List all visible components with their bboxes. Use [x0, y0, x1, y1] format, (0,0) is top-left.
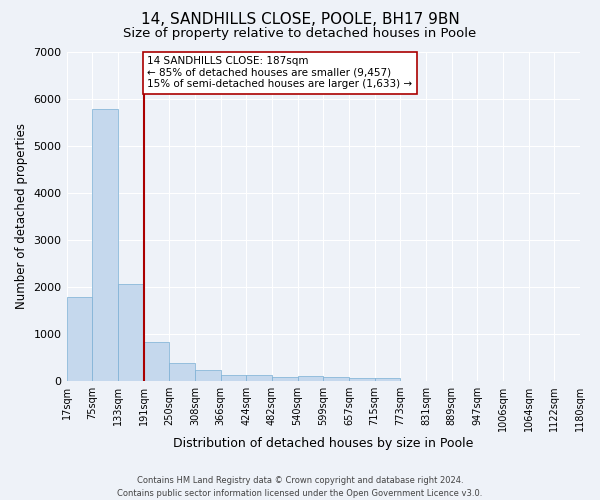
Text: Size of property relative to detached houses in Poole: Size of property relative to detached ho…	[124, 28, 476, 40]
Bar	[349, 378, 374, 381]
Bar	[92, 109, 118, 381]
X-axis label: Distribution of detached houses by size in Poole: Distribution of detached houses by size …	[173, 437, 473, 450]
Text: 14 SANDHILLS CLOSE: 187sqm
← 85% of detached houses are smaller (9,457)
15% of s: 14 SANDHILLS CLOSE: 187sqm ← 85% of deta…	[148, 56, 413, 90]
Bar	[374, 378, 400, 381]
Y-axis label: Number of detached properties: Number of detached properties	[15, 124, 28, 310]
Bar	[169, 363, 195, 381]
Bar	[67, 298, 92, 381]
Bar	[118, 284, 143, 381]
Bar	[272, 378, 298, 381]
Text: Contains HM Land Registry data © Crown copyright and database right 2024.
Contai: Contains HM Land Registry data © Crown c…	[118, 476, 482, 498]
Bar	[323, 378, 349, 381]
Bar	[195, 370, 221, 381]
Text: 14, SANDHILLS CLOSE, POOLE, BH17 9BN: 14, SANDHILLS CLOSE, POOLE, BH17 9BN	[140, 12, 460, 28]
Bar	[221, 376, 246, 381]
Bar	[246, 376, 272, 381]
Bar	[298, 376, 323, 381]
Bar	[143, 342, 169, 381]
